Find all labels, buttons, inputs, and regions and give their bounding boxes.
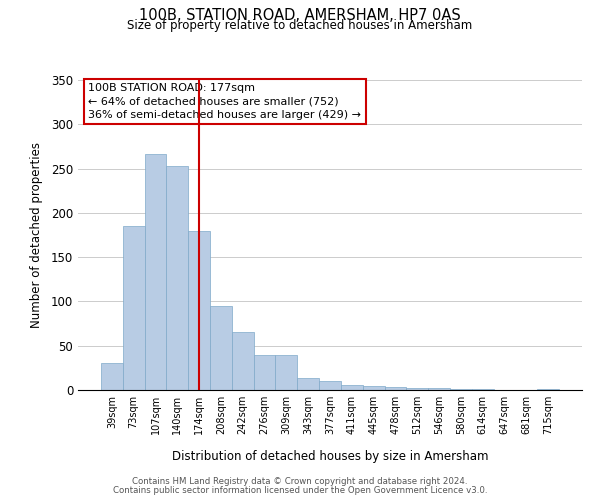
Text: Contains public sector information licensed under the Open Government Licence v3: Contains public sector information licen… bbox=[113, 486, 487, 495]
Bar bbox=[319, 381, 341, 390]
Bar bbox=[297, 378, 319, 390]
Bar bbox=[406, 388, 428, 390]
Text: Contains HM Land Registry data © Crown copyright and database right 2024.: Contains HM Land Registry data © Crown c… bbox=[132, 477, 468, 486]
Bar bbox=[232, 332, 254, 390]
Bar bbox=[341, 384, 363, 390]
Bar bbox=[275, 356, 297, 390]
Bar bbox=[428, 388, 450, 390]
Bar bbox=[363, 386, 385, 390]
Bar bbox=[472, 389, 494, 390]
Text: 100B STATION ROAD: 177sqm
← 64% of detached houses are smaller (752)
36% of semi: 100B STATION ROAD: 177sqm ← 64% of detac… bbox=[88, 83, 361, 120]
Bar bbox=[385, 388, 406, 390]
Bar bbox=[210, 306, 232, 390]
Bar bbox=[166, 166, 188, 390]
Text: Size of property relative to detached houses in Amersham: Size of property relative to detached ho… bbox=[127, 19, 473, 32]
Bar bbox=[537, 389, 559, 390]
Text: 100B, STATION ROAD, AMERSHAM, HP7 0AS: 100B, STATION ROAD, AMERSHAM, HP7 0AS bbox=[139, 8, 461, 22]
Text: Distribution of detached houses by size in Amersham: Distribution of detached houses by size … bbox=[172, 450, 488, 463]
Bar bbox=[450, 389, 472, 390]
Y-axis label: Number of detached properties: Number of detached properties bbox=[29, 142, 43, 328]
Bar bbox=[123, 226, 145, 390]
Bar bbox=[101, 364, 123, 390]
Bar bbox=[254, 354, 275, 390]
Bar bbox=[188, 230, 210, 390]
Bar bbox=[145, 154, 166, 390]
